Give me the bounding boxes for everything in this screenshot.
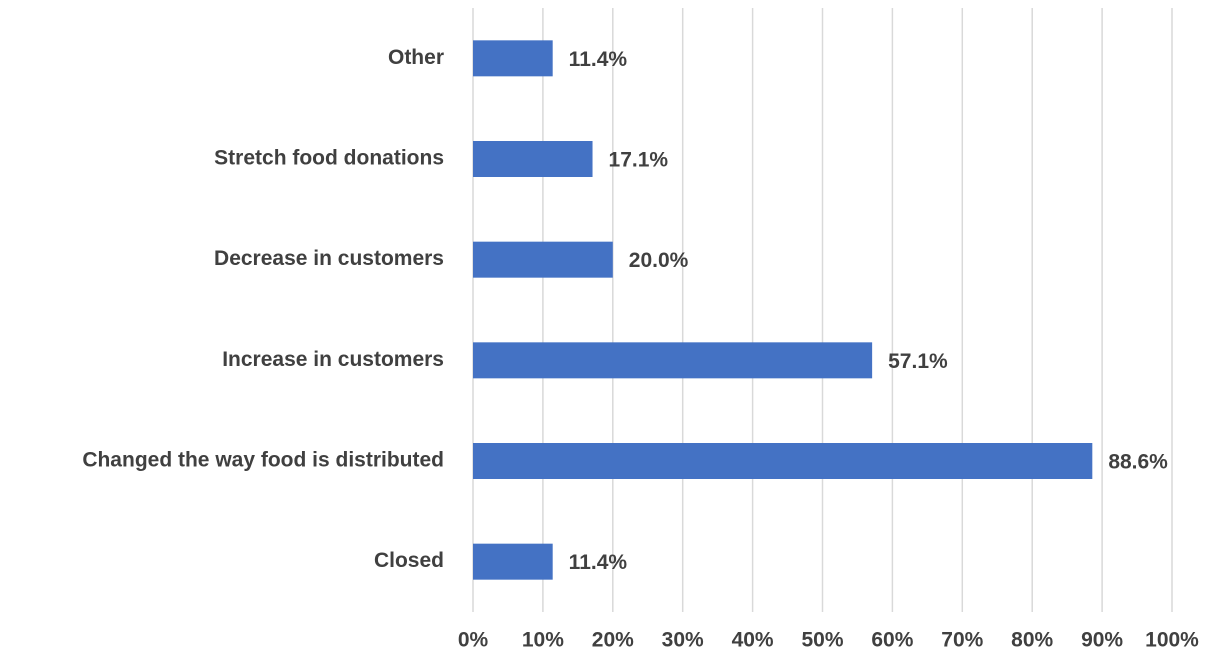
- data-label: 11.4%: [569, 551, 628, 574]
- x-tick-label: 60%: [871, 629, 913, 652]
- data-label: 11.4%: [569, 48, 628, 71]
- x-tick-label: 0%: [458, 629, 489, 652]
- x-tick-label: 40%: [732, 629, 774, 652]
- y-tick-label: Closed: [374, 549, 444, 572]
- x-tick-label: 20%: [592, 629, 634, 652]
- y-tick-label: Changed the way food is distributed: [82, 449, 444, 472]
- x-tick-label: 10%: [522, 629, 564, 652]
- data-label: 17.1%: [609, 149, 669, 172]
- x-tick-label: 70%: [941, 629, 983, 652]
- bar: [473, 543, 553, 580]
- bar: [473, 40, 553, 77]
- x-tick-label: 100%: [1145, 629, 1199, 652]
- y-tick-label: Increase in customers: [222, 348, 444, 371]
- data-label: 88.6%: [1108, 451, 1168, 474]
- x-tick-label: 80%: [1011, 629, 1053, 652]
- x-tick-label: 50%: [801, 629, 843, 652]
- bar: [473, 141, 593, 177]
- y-tick-label: Decrease in customers: [214, 247, 444, 270]
- data-label: 20.0%: [629, 249, 689, 272]
- bar: [473, 443, 1093, 479]
- bar: [473, 342, 873, 379]
- data-label: 57.1%: [888, 350, 948, 373]
- y-tick-label: Other: [388, 46, 444, 69]
- x-tick-label: 90%: [1081, 629, 1123, 652]
- y-tick-label: Stretch food donations: [214, 147, 444, 170]
- x-tick-label: 30%: [662, 629, 704, 652]
- bar: [473, 241, 613, 278]
